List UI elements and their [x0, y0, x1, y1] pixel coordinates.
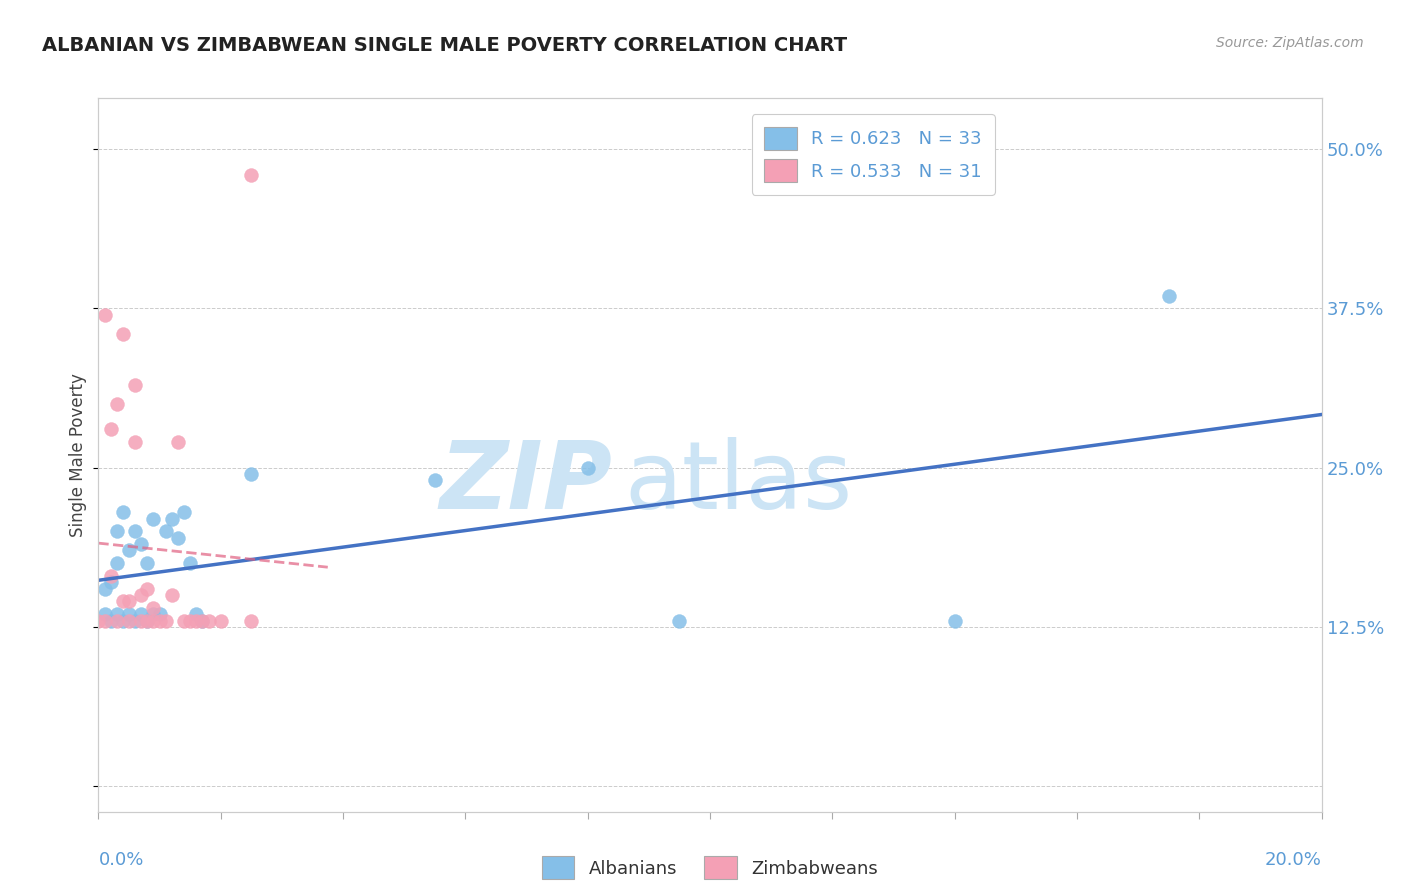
Text: atlas: atlas — [624, 437, 852, 530]
Point — [129, 607, 152, 622]
Point — [129, 588, 152, 602]
Text: 0.0%: 0.0% — [98, 851, 143, 869]
Point — [191, 614, 214, 628]
Point — [136, 614, 159, 628]
Point — [173, 505, 195, 519]
Legend: Albanians, Zimbabweans: Albanians, Zimbabweans — [533, 847, 887, 888]
Point — [111, 326, 134, 341]
Point — [943, 614, 966, 628]
Point — [240, 467, 263, 481]
Point — [142, 511, 165, 525]
Point — [105, 524, 128, 539]
Point — [105, 556, 128, 570]
Point — [136, 614, 159, 628]
Point — [179, 614, 201, 628]
Text: ALBANIAN VS ZIMBABWEAN SINGLE MALE POVERTY CORRELATION CHART: ALBANIAN VS ZIMBABWEAN SINGLE MALE POVER… — [42, 36, 848, 54]
Text: Source: ZipAtlas.com: Source: ZipAtlas.com — [1216, 36, 1364, 50]
Point — [179, 556, 201, 570]
Point — [155, 614, 177, 628]
Point — [142, 607, 165, 622]
Point — [93, 607, 115, 622]
Point — [124, 524, 146, 539]
Point — [100, 575, 122, 590]
Point — [167, 531, 190, 545]
Point — [186, 607, 208, 622]
Point — [87, 614, 110, 628]
Point — [124, 435, 146, 450]
Point — [129, 537, 152, 551]
Y-axis label: Single Male Poverty: Single Male Poverty — [69, 373, 87, 537]
Point — [93, 614, 115, 628]
Point — [136, 582, 159, 596]
Point — [149, 607, 172, 622]
Point — [173, 614, 195, 628]
Point — [105, 397, 128, 411]
Text: 20.0%: 20.0% — [1265, 851, 1322, 869]
Point — [1157, 288, 1180, 302]
Point — [118, 607, 141, 622]
Point — [155, 524, 177, 539]
Point — [576, 460, 599, 475]
Point — [129, 614, 152, 628]
Point — [124, 377, 146, 392]
Point — [111, 594, 134, 608]
Point — [240, 614, 263, 628]
Point — [167, 435, 190, 450]
Point — [124, 614, 146, 628]
Point — [100, 422, 122, 436]
Point — [100, 614, 122, 628]
Point — [111, 614, 134, 628]
Point — [186, 614, 208, 628]
Point — [142, 600, 165, 615]
Point — [105, 607, 128, 622]
Text: ZIP: ZIP — [439, 437, 612, 530]
Point — [118, 543, 141, 558]
Point — [209, 614, 232, 628]
Point — [423, 474, 446, 488]
Point — [118, 614, 141, 628]
Point — [118, 594, 141, 608]
Point — [93, 308, 115, 322]
Point — [149, 614, 172, 628]
Point — [160, 511, 183, 525]
Point — [142, 614, 165, 628]
Point — [136, 556, 159, 570]
Point — [100, 569, 122, 583]
Point — [93, 582, 115, 596]
Point — [240, 168, 263, 182]
Point — [191, 614, 214, 628]
Point — [111, 505, 134, 519]
Point — [668, 614, 690, 628]
Point — [105, 614, 128, 628]
Point — [160, 588, 183, 602]
Point — [197, 614, 219, 628]
